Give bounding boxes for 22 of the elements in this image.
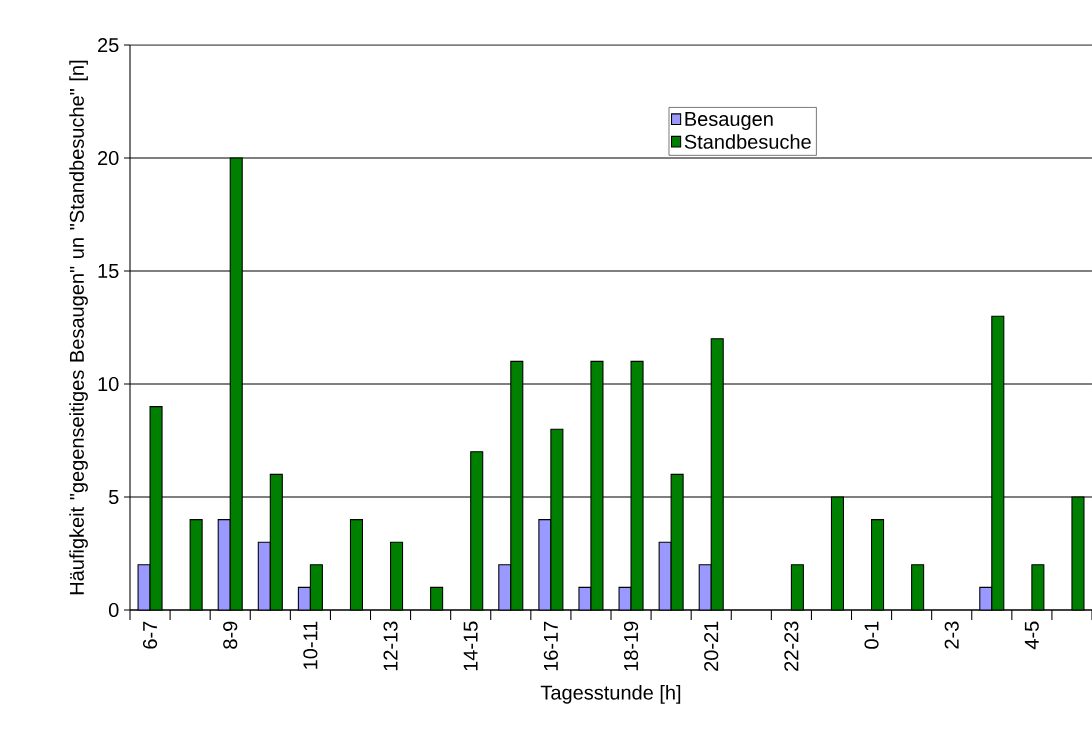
y-tick-label: 0 xyxy=(108,602,119,618)
x-tick-label: 16-17 xyxy=(543,621,558,671)
y-tick-label: 25 xyxy=(98,37,119,53)
x-tick-label: 6-7 xyxy=(142,621,158,649)
x-tick-label: 14-15 xyxy=(463,621,478,671)
y-axis-title: Häufigkeit "gegenseitiges Besaugen" un "Standbesuche" [n] xyxy=(69,60,88,595)
x-tick-label: 12-13 xyxy=(383,621,398,671)
y-tick-label: 10 xyxy=(98,376,119,392)
x-tick-label: 20-21 xyxy=(704,621,719,671)
y-tick-label: 20 xyxy=(98,150,119,166)
y-tick-label: 5 xyxy=(108,490,119,504)
x-tick-label: 22-23 xyxy=(784,621,799,671)
x-tick-label: 2-3 xyxy=(944,621,959,649)
x-axis-title: Tagesstunde [h] xyxy=(540,685,681,704)
legend-label: Besaugen xyxy=(685,112,773,130)
x-tick-label: 4-5 xyxy=(1024,621,1039,650)
x-tick-label: 8-9 xyxy=(223,621,238,649)
x-tick-label: 0-1 xyxy=(864,621,879,649)
legend-label: Standbesuche xyxy=(684,134,811,149)
x-tick-label: 10-11 xyxy=(303,621,318,669)
y-tick-label: 15 xyxy=(98,264,119,278)
x-tick-label: 18-19 xyxy=(623,621,639,671)
